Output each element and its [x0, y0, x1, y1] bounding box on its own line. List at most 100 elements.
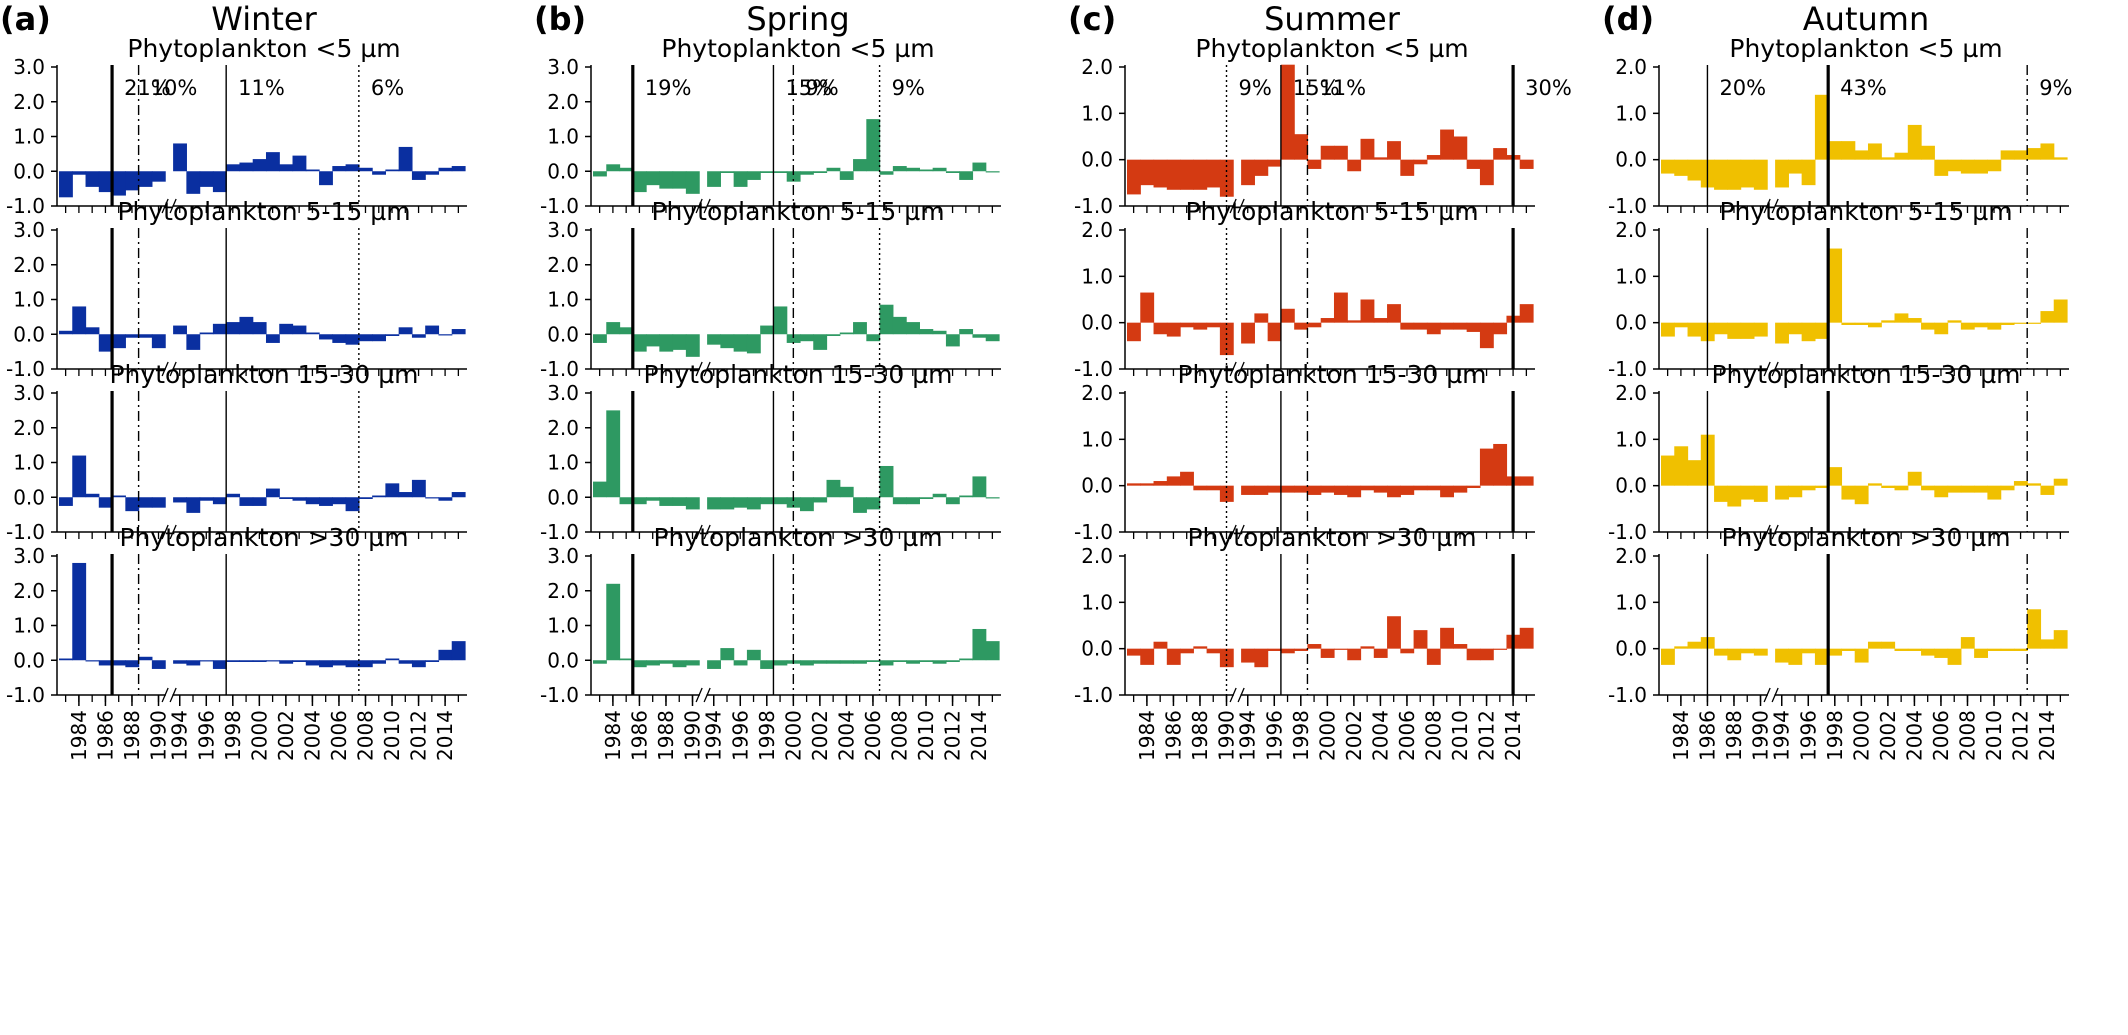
- bar-2012: [1479, 648, 1494, 661]
- bar-1994: [1241, 322, 1255, 344]
- bar-1988: [659, 497, 674, 506]
- x-tick-label: 2004: [1902, 710, 1926, 761]
- bar-2009: [1974, 485, 1988, 493]
- bar-1998: [226, 164, 241, 172]
- bar-1983: [1661, 455, 1675, 486]
- bar-2013: [959, 329, 974, 335]
- y-tick-label: 3.0: [13, 544, 45, 568]
- x-tick-label: 2008: [353, 710, 377, 761]
- bar-2009: [1974, 159, 1988, 174]
- y-tick-label: 0.0: [547, 322, 579, 346]
- bar-1990: [1753, 322, 1768, 337]
- bar-1989: [1206, 322, 1221, 328]
- bar-1988: [1193, 159, 1208, 190]
- bar-2000: [786, 497, 801, 508]
- bar-1988: [659, 660, 674, 664]
- bar-2006: [866, 334, 881, 342]
- bar-2008: [1960, 485, 1975, 493]
- bar-2004: [1373, 485, 1388, 493]
- bar-2002: [813, 171, 828, 173]
- bar-1986: [98, 171, 113, 193]
- bar-2001: [799, 497, 814, 512]
- bar-2003: [1894, 648, 1909, 651]
- bar-2008: [1426, 485, 1441, 491]
- bar-2004: [305, 332, 320, 335]
- bar-2007: [879, 660, 894, 666]
- bar-2001: [265, 660, 280, 662]
- y-tick-label: 1.0: [547, 288, 579, 312]
- y-tick-label: 0.0: [13, 485, 45, 509]
- bar-2006: [1400, 648, 1415, 654]
- bar-1995: [720, 171, 735, 173]
- bar-1994: [1241, 648, 1255, 663]
- bar-1995: [1788, 648, 1803, 665]
- bar-2006: [332, 334, 347, 343]
- breakpoint-percent-label: 30%: [1525, 76, 1572, 100]
- axis-break-mark: [1229, 198, 1237, 214]
- bar-2011: [932, 167, 947, 172]
- breakpoint-percent-label: 11%: [1319, 76, 1366, 100]
- bar-1988: [1727, 159, 1742, 190]
- bar-2002: [1347, 648, 1362, 661]
- bar-1986: [98, 334, 113, 352]
- bar-2007: [879, 171, 894, 175]
- axis-break-mark: [695, 687, 703, 703]
- bar-2002: [279, 164, 294, 172]
- bar-2012: [945, 497, 960, 505]
- x-tick-label: 2004: [1368, 710, 1392, 761]
- bar-2009: [906, 322, 920, 335]
- bar-2002: [1347, 320, 1362, 323]
- y-tick-label: 2.0: [1081, 218, 1113, 242]
- bar-2010: [1453, 322, 1468, 330]
- bar-1983: [1127, 648, 1141, 656]
- bar-1990: [1753, 159, 1768, 190]
- y-tick-label: 3.0: [13, 218, 45, 242]
- bar-2001: [799, 171, 814, 175]
- bar-2010: [1453, 136, 1468, 160]
- bar-2014: [2040, 143, 2055, 160]
- bar-2011: [1466, 322, 1481, 332]
- bar-2014: [438, 497, 453, 501]
- x-tick-label: 1988: [654, 710, 678, 761]
- bar-1990: [151, 660, 166, 669]
- bar-2003: [826, 479, 841, 498]
- y-tick-label: 3.0: [547, 544, 579, 568]
- bar-2011: [932, 330, 947, 335]
- y-tick-label: 0.0: [1081, 474, 1113, 498]
- bar-2013: [2027, 483, 2042, 486]
- x-tick-label: 1988: [1188, 710, 1212, 761]
- bar-1995: [1788, 322, 1803, 335]
- breakpoint-percent-label: 9%: [1239, 76, 1272, 100]
- bar-2008: [1960, 159, 1975, 174]
- subplot-autumn-3: Phytoplankton 15-30 µm 2.0 1.0 0.0 -1.0: [1608, 360, 2069, 544]
- bar-2003: [1360, 646, 1375, 649]
- bar-1989: [1740, 159, 1755, 188]
- bar-1983: [1661, 159, 1675, 174]
- bar-2002: [813, 497, 828, 503]
- bar-2009: [1440, 129, 1454, 160]
- x-tick-label: 1986: [627, 710, 651, 761]
- bar-2014: [2040, 311, 2055, 323]
- bar-1998: [1294, 134, 1309, 160]
- bar-2003: [292, 155, 307, 172]
- x-tick-label: 1986: [1161, 710, 1185, 761]
- bar-2004: [1907, 648, 1922, 651]
- bar-2005: [1387, 485, 1401, 498]
- y-tick-label: 1.0: [1081, 590, 1113, 614]
- bar-1989: [138, 334, 153, 338]
- bar-1995: [186, 497, 201, 513]
- bar-2015: [451, 329, 466, 335]
- axis-break-mark: [169, 687, 177, 703]
- y-tick-label: 2.0: [547, 579, 579, 603]
- bar-2002: [279, 497, 294, 499]
- bar-2009: [1974, 322, 1988, 328]
- bar-1986: [632, 660, 647, 668]
- bar-2009: [372, 495, 386, 498]
- bar-2015: [451, 492, 466, 498]
- bar-1987: [1714, 159, 1728, 190]
- bar-1987: [112, 334, 126, 349]
- x-tick-label: 1996: [1262, 710, 1286, 761]
